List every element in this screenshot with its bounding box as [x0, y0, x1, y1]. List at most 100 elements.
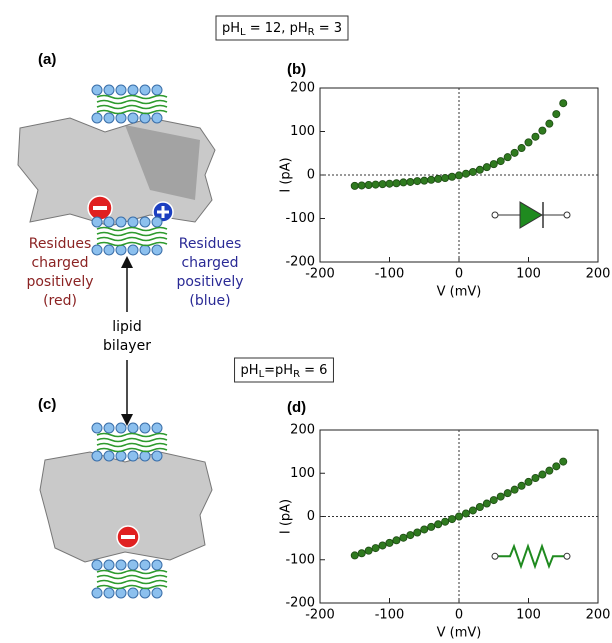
lipid-head [115, 587, 127, 599]
lipid-head [139, 450, 151, 462]
lipid-head [139, 84, 151, 96]
panel-label: (b) [287, 61, 306, 78]
subscript: L [240, 27, 246, 38]
minus-sign [93, 206, 107, 210]
lipid-head [139, 559, 151, 571]
lipid-bilayer [91, 216, 168, 256]
data-point [510, 148, 519, 157]
lipid-head [139, 216, 151, 228]
data-point [468, 167, 477, 176]
lipid-head [103, 450, 115, 462]
lipid-head [103, 587, 115, 599]
data-point [385, 538, 394, 547]
x-tick-label: 100 [516, 267, 541, 282]
note-line: (blue) [189, 293, 230, 309]
data-point [406, 177, 415, 186]
data-point [524, 477, 533, 486]
note-line: charged [31, 255, 88, 271]
condition-part: = 12, pH [246, 21, 308, 36]
terminal [563, 552, 571, 560]
lipid-head [115, 450, 127, 462]
bilayer-note: bilayer [103, 338, 151, 354]
lipid-head [127, 587, 139, 599]
condition-part: pH [222, 21, 240, 36]
data-point [364, 546, 373, 555]
lipid-bilayer [91, 422, 168, 462]
y-tick-label: 100 [290, 466, 315, 481]
data-point [399, 533, 408, 542]
lipid-head [103, 244, 115, 256]
lipid-head [127, 422, 139, 434]
y-tick-label: 200 [290, 423, 315, 438]
lipid-head [139, 587, 151, 599]
terminal [491, 552, 499, 560]
data-point [350, 181, 359, 190]
right-note: Residues charged positively (blue) [176, 236, 243, 309]
plus-sign [157, 206, 169, 218]
note-line: positively [176, 274, 243, 290]
note-line: Residues [29, 236, 92, 252]
data-point [371, 180, 380, 189]
data-point [448, 515, 457, 524]
y-tick-label: -200 [285, 596, 315, 611]
lipid-head [151, 422, 163, 434]
data-point [434, 520, 443, 529]
data-point [482, 499, 491, 508]
data-point [420, 176, 429, 185]
x-tick-label: -200 [305, 608, 335, 623]
y-tick-label: 200 [290, 81, 315, 96]
resistor [495, 543, 567, 570]
lipid-head [115, 216, 127, 228]
data-point [357, 549, 366, 558]
lipid-tail [96, 231, 168, 237]
subscript: R [308, 27, 315, 38]
data-point [538, 470, 547, 479]
diode-triangle [519, 201, 543, 229]
lipid-head [151, 244, 163, 256]
y-tick-label: -200 [285, 255, 315, 270]
data-point [510, 485, 519, 494]
y-tick-label: 0 [307, 168, 315, 183]
condition-box [234, 357, 334, 383]
x-tick-label: 100 [516, 608, 541, 623]
lipid-head [91, 559, 103, 571]
lipid-head [91, 244, 103, 256]
data-point [406, 531, 415, 540]
data-point [357, 181, 366, 190]
lipid-head [151, 559, 163, 571]
lipid-head [127, 559, 139, 571]
lipid-head [127, 84, 139, 96]
x-tick-label: -100 [375, 267, 405, 282]
data-point [399, 178, 408, 187]
lipid-tail [96, 99, 168, 105]
x-tick-label: -100 [375, 608, 405, 623]
data-point [517, 144, 526, 153]
data-point [524, 138, 533, 147]
data-point [496, 157, 505, 166]
lipid-head [151, 587, 163, 599]
data-point [489, 160, 498, 169]
data-point [545, 119, 554, 128]
lipid-tail [96, 432, 168, 438]
lipid-head [91, 216, 103, 228]
x-tick-label: 0 [455, 267, 463, 282]
lipid-head [151, 216, 163, 228]
note-line: (red) [43, 293, 77, 309]
lipid-head [127, 244, 139, 256]
data-point [552, 462, 561, 471]
lipid-tail [96, 447, 168, 453]
data-point [531, 132, 540, 141]
lipid-tail [96, 437, 168, 443]
protein-shade [125, 125, 200, 200]
lipid-head [115, 112, 127, 124]
y-tick-label: 0 [307, 509, 315, 524]
data-point [441, 517, 450, 526]
terminal [491, 211, 499, 219]
data-point [371, 544, 380, 553]
lipid-head [91, 84, 103, 96]
condition: pHL = 12, pHR = 3 [222, 21, 342, 39]
panel-label: (c) [38, 396, 56, 413]
x-axis-label: V (mV) [437, 626, 482, 640]
condition-part: = 3 [315, 21, 342, 36]
x-tick-label: 0 [455, 608, 463, 623]
